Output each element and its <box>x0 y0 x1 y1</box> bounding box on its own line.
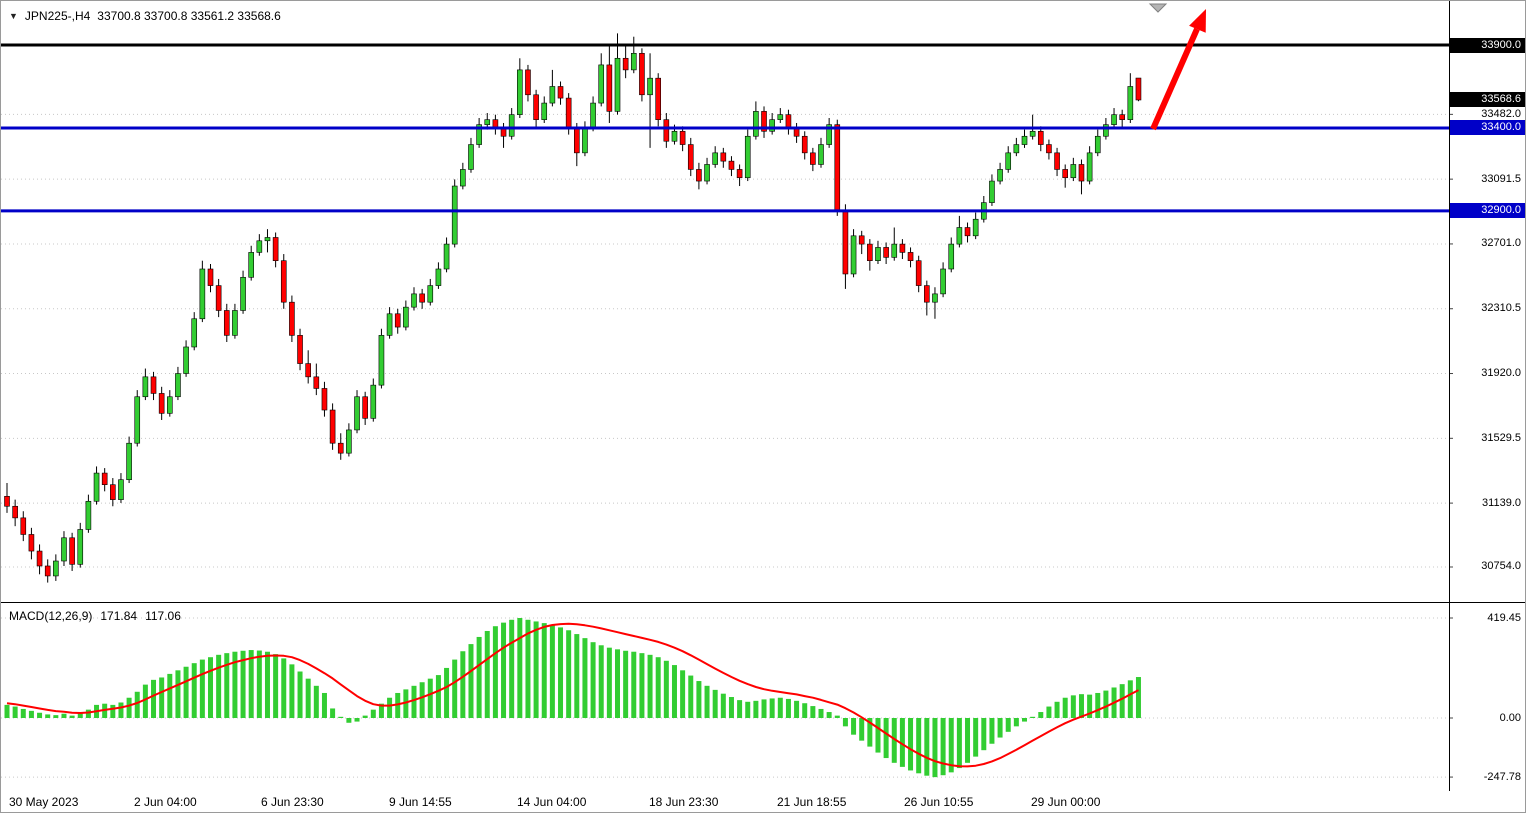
symbol-timeframe-label: JPN225-,H4 <box>24 9 91 23</box>
axis-price-label: -247.78 <box>1483 770 1521 783</box>
axis-price-label: 419.45 <box>1487 611 1521 624</box>
price-badge: 33400.0 <box>1450 120 1525 136</box>
axis-price-label: 30754.0 <box>1481 560 1521 573</box>
time-axis-label: 14 Jun 04:00 <box>517 795 587 809</box>
macd-signal-value: 117.06 <box>145 609 181 623</box>
axis-price-label: 31529.5 <box>1481 431 1521 444</box>
time-axis: 30 May 2023 2 Jun 04:00 6 Jun 23:30 9 Jun 1… <box>1 791 1525 812</box>
price-axis: 33900.0 33568.6 33482.0 33400.0 33091.5 32900… <box>1450 1 1525 791</box>
price-badge: 32900.0 <box>1450 203 1525 219</box>
object-anchor-triangle-icon[interactable] <box>1148 3 1168 13</box>
macd-indicator-header: MACD(12,26,9) 171.84 117.06 <box>9 609 181 623</box>
time-axis-label: 21 Jun 18:55 <box>777 795 847 809</box>
ohlc-values: 33700.8 33700.8 33561.2 33568.6 <box>97 9 281 23</box>
axis-price-label: 0.00 <box>1499 711 1521 724</box>
time-axis-label: 9 Jun 14:55 <box>389 795 452 809</box>
time-axis-label: 26 Jun 10:55 <box>904 795 974 809</box>
macd-label: MACD(12,26,9) <box>9 609 93 623</box>
trend-arrow-head-icon[interactable] <box>1189 9 1206 33</box>
macd-main-value: 171.84 <box>100 609 138 623</box>
time-axis-label: 18 Jun 23:30 <box>649 795 719 809</box>
symbol-dropdown-icon[interactable]: ▼ <box>9 10 18 21</box>
candlesticks <box>4 33 1142 583</box>
time-axis-label: 2 Jun 04:00 <box>134 795 197 809</box>
macd-histogram <box>4 618 1141 778</box>
time-axis-label: 29 Jun 00:00 <box>1031 795 1101 809</box>
macd-signal-line <box>6 622 1139 768</box>
symbol-header: ▼ JPN225-,H4 33700.8 33700.8 33561.2 335… <box>9 9 281 23</box>
price-badge: 33900.0 <box>1450 37 1525 53</box>
axis-price-label: 32701.0 <box>1481 237 1521 250</box>
axis-price-label: 32310.5 <box>1481 302 1521 315</box>
time-axis-label: 6 Jun 23:30 <box>261 795 324 809</box>
axis-price-label: 31920.0 <box>1481 367 1521 380</box>
axis-price-label: 31139.0 <box>1482 496 1521 509</box>
axis-price-label: 33482.0 <box>1481 107 1521 120</box>
price-badge: 33568.6 <box>1450 92 1525 108</box>
axis-price-label: 33091.5 <box>1481 172 1521 185</box>
time-axis-label: 30 May 2023 <box>9 795 79 809</box>
trend-arrow-shaft[interactable] <box>1150 27 1200 131</box>
